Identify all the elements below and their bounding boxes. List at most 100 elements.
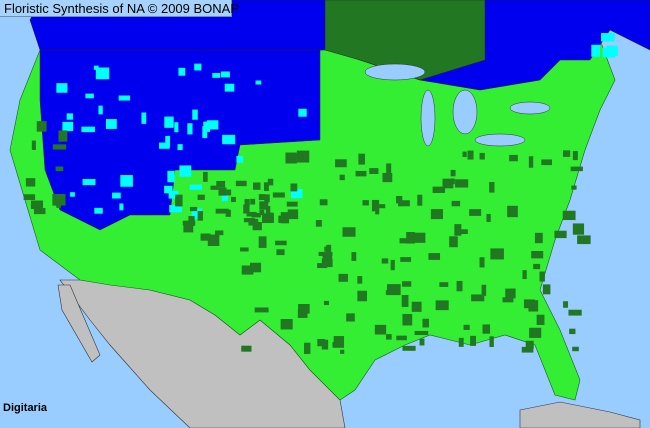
dense-county-patch	[450, 178, 455, 185]
dense-county-patch	[374, 324, 387, 335]
dense-county-patch	[355, 170, 367, 177]
absent-county-patch	[94, 207, 103, 214]
absent-county-patch	[187, 123, 193, 135]
dense-county-patch	[525, 340, 534, 349]
dense-county-patch	[231, 196, 236, 203]
dense-county-patch	[414, 330, 429, 336]
absent-county-patch	[118, 95, 131, 101]
dense-county-patch	[469, 209, 482, 216]
dense-county-patch	[253, 182, 261, 190]
dense-county-patch	[481, 284, 487, 296]
dense-county-patch	[216, 180, 226, 188]
absent-county-patch	[255, 80, 262, 85]
absent-county-patch	[56, 83, 68, 93]
dense-county-patch	[510, 288, 516, 299]
absent-county-patch	[85, 93, 94, 99]
dense-county-patch	[541, 159, 552, 166]
dense-county-patch	[482, 324, 491, 334]
absent-county-patch	[168, 190, 179, 199]
dense-county-patch	[455, 179, 469, 188]
dense-county-patch	[396, 195, 403, 204]
absent-county-patch	[70, 192, 75, 197]
dense-county-patch	[252, 222, 262, 231]
dense-county-patch	[30, 200, 44, 210]
dense-county-patch	[534, 232, 543, 244]
dense-county-patch	[215, 208, 229, 214]
dense-county-patch	[451, 200, 461, 207]
dense-county-patch	[266, 212, 274, 220]
dense-county-patch	[387, 284, 401, 296]
dense-county-patch	[539, 271, 545, 282]
absent-county-patch	[165, 135, 171, 147]
dense-county-patch	[235, 180, 247, 187]
absent-county-patch	[221, 190, 228, 202]
dense-county-patch	[197, 194, 205, 200]
dense-county-patch	[362, 200, 369, 206]
dense-county-patch	[435, 300, 449, 311]
dense-county-patch	[275, 240, 287, 246]
dense-county-patch	[490, 248, 504, 260]
dense-county-patch	[456, 280, 463, 292]
dense-county-patch	[522, 270, 527, 280]
dense-county-patch	[413, 232, 426, 243]
canada-dense-region	[324, 0, 486, 81]
dense-county-patch	[430, 209, 443, 220]
dense-county-patch	[55, 166, 64, 172]
dense-county-patch	[489, 182, 495, 193]
dense-county-patch	[509, 154, 518, 162]
dense-county-patch	[264, 194, 270, 203]
absent-county-patch	[224, 83, 235, 92]
dense-county-patch	[523, 299, 535, 309]
dense-county-patch	[197, 210, 203, 221]
dense-county-patch	[463, 324, 470, 330]
dense-county-patch	[243, 218, 255, 223]
dense-county-patch	[439, 282, 449, 287]
dense-county-patch	[210, 185, 219, 190]
dense-county-patch	[23, 194, 36, 201]
dense-county-patch	[56, 200, 61, 208]
dense-county-patch	[471, 294, 485, 302]
dense-county-patch	[568, 309, 582, 316]
dense-county-patch	[399, 238, 408, 244]
dense-county-patch	[259, 201, 269, 210]
dense-county-patch	[401, 295, 409, 307]
dense-county-patch	[467, 150, 474, 160]
dense-county-patch	[562, 210, 576, 221]
absent-county-patch	[167, 170, 175, 183]
dense-county-patch	[323, 300, 329, 306]
great-lakes	[364, 63, 551, 147]
dense-county-patch	[571, 185, 577, 190]
dense-county-patch	[342, 227, 356, 237]
dense-county-patch	[536, 314, 545, 325]
dense-county-patch	[489, 336, 494, 348]
absent-county-patch	[95, 67, 110, 80]
absent-county-patch	[81, 126, 95, 133]
dense-county-patch	[272, 192, 285, 198]
absent-county-patch	[179, 165, 192, 177]
absent-county-patch	[602, 47, 616, 58]
dense-county-patch	[486, 213, 491, 222]
dense-county-patch	[417, 194, 423, 206]
dense-county-patch	[223, 189, 232, 196]
absent-county-patch	[169, 205, 183, 213]
dense-county-patch	[450, 169, 456, 177]
dense-county-patch	[346, 313, 355, 322]
absent-county-patch	[164, 116, 174, 128]
map-title: Floristic Synthesis of NA © 2009 BONAP	[0, 0, 239, 17]
dense-county-patch	[58, 130, 68, 142]
absent-county-patch	[120, 174, 133, 187]
absent-county-patch	[82, 178, 96, 186]
dense-county-patch	[528, 156, 534, 168]
absent-county-patch	[298, 108, 307, 117]
dense-county-patch	[317, 338, 325, 347]
dense-county-patch	[402, 313, 413, 326]
absent-county-patch	[192, 109, 198, 120]
dense-county-patch	[26, 179, 32, 185]
dense-county-patch	[240, 247, 249, 252]
dense-county-patch	[458, 337, 464, 347]
dense-county-patch	[296, 150, 310, 163]
absent-county-patch	[220, 71, 230, 78]
dense-county-patch	[340, 349, 345, 354]
absent-county-patch	[112, 192, 121, 199]
dense-county-patch	[406, 231, 415, 244]
